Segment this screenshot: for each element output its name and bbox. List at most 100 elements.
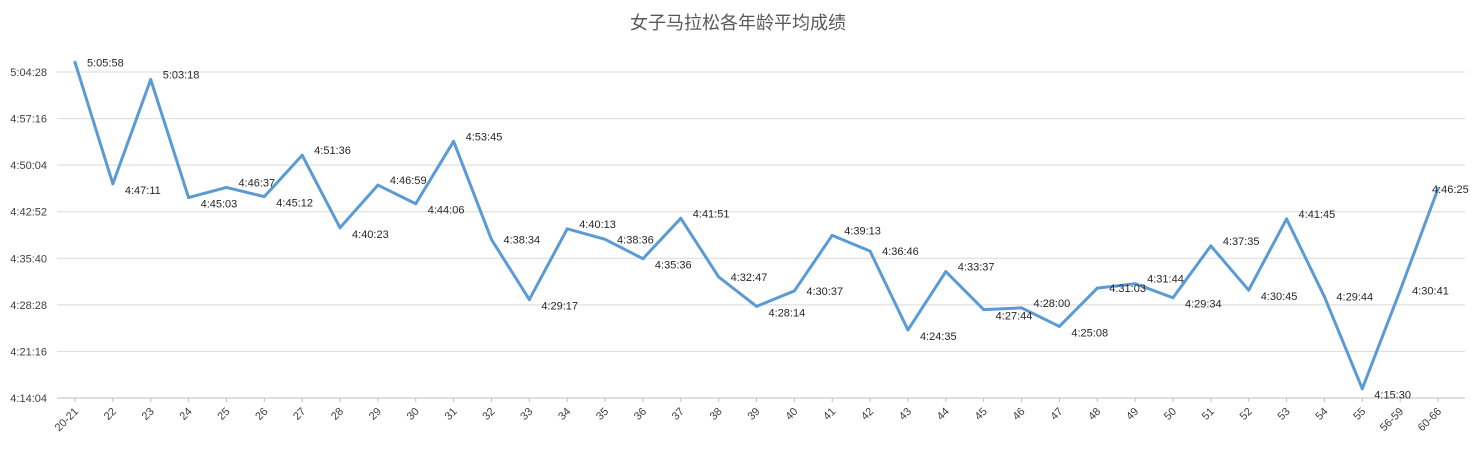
data-point (1133, 282, 1137, 286)
data-point (300, 153, 304, 157)
data-point (982, 308, 986, 312)
data-label: 4:40:13 (579, 219, 616, 231)
data-point (1322, 295, 1326, 299)
data-point (452, 139, 456, 143)
data-point (641, 257, 645, 261)
data-label: 4:40:23 (352, 229, 389, 241)
data-label: 4:31:03 (1109, 283, 1146, 295)
data-label: 4:53:45 (466, 131, 503, 143)
x-tick-label: 53 (1276, 406, 1293, 423)
data-label: 4:24:35 (920, 331, 957, 343)
x-axis-ticks: 20-21 22 23 24 25 26 27 28 29 30 31 32 33 34 35 36 37 38 3… (53, 398, 1444, 434)
data-label: 4:35:36 (655, 260, 692, 272)
x-tick-label: 34 (556, 406, 573, 423)
data-label: 4:46:25 (1432, 184, 1469, 196)
data-point (755, 304, 758, 308)
x-tick-label: 47 (1048, 406, 1065, 423)
data-label: 4:37:35 (1223, 236, 1260, 248)
data-label: 4:46:59 (390, 175, 427, 187)
data-label: 4:31:44 (1147, 274, 1184, 286)
y-axis-ticks: 4:14:04 4:21:16 4:28:28 4:35:40 4:42:52 4:50:… (10, 67, 47, 405)
x-tick-label: 45 (973, 406, 990, 423)
x-tick-label: 49 (1124, 406, 1141, 423)
x-tick-label: 23 (140, 406, 157, 423)
data-point (792, 289, 796, 293)
data-point (565, 227, 569, 231)
data-point (679, 216, 683, 220)
y-tick-label: 5:04:28 (10, 67, 47, 79)
y-tick-label: 4:57:16 (10, 114, 47, 126)
data-label: 4:41:45 (1299, 209, 1336, 221)
x-tick-label: 48 (1086, 406, 1103, 423)
data-point (489, 238, 493, 242)
x-tick-label: 35 (594, 406, 611, 423)
x-tick-label: 54 (1313, 406, 1330, 423)
y-tick-label: 4:28:28 (10, 300, 47, 312)
series-line-path (73, 60, 1440, 391)
y-tick-label: 4:14:04 (10, 393, 47, 405)
data-point (527, 298, 531, 302)
data-label: 4:29:44 (1336, 292, 1373, 304)
data-point (1171, 296, 1175, 300)
data-point (73, 60, 77, 64)
data-label: 4:45:03 (201, 199, 238, 211)
data-label: 5:03:18 (163, 70, 200, 82)
data-label: 4:30:45 (1261, 291, 1298, 303)
data-label: 4:30:41 (1412, 286, 1449, 298)
data-label: 4:32:47 (731, 272, 768, 284)
data-label: 4:28:14 (769, 307, 806, 319)
x-tick-label: 43 (897, 406, 914, 423)
data-label: 4:15:30 (1374, 390, 1411, 402)
data-point (187, 196, 191, 200)
data-point (1095, 286, 1099, 290)
data-points (73, 60, 1440, 391)
data-point (1247, 288, 1251, 292)
data-label: 4:29:17 (541, 301, 578, 313)
data-label: 4:25:08 (1071, 327, 1108, 339)
x-tick-label: 52 (1238, 406, 1255, 423)
data-label: 4:33:37 (958, 262, 995, 274)
data-point (1360, 387, 1364, 391)
data-label: 4:45:12 (276, 198, 313, 210)
data-label: 4:36:46 (882, 246, 919, 258)
data-label: 4:44:06 (428, 205, 465, 217)
x-tick-label: 26 (253, 406, 270, 423)
data-point (717, 275, 721, 279)
data-label: 4:30:37 (806, 286, 843, 298)
x-tick-label: 36 (632, 406, 649, 423)
data-label: 5:05:58 (87, 57, 124, 69)
x-tick-label: 30 (405, 406, 422, 423)
data-point (338, 226, 342, 230)
x-tick-label: 28 (329, 406, 346, 423)
y-tick-label: 4:42:52 (10, 207, 47, 219)
x-tick-label: 40 (783, 406, 800, 423)
data-point (1020, 306, 1024, 310)
x-tick-label: 46 (1011, 406, 1028, 423)
x-tick-label: 41 (821, 406, 838, 423)
x-tick-label: 38 (708, 406, 725, 423)
series-line (73, 60, 1440, 391)
x-tick-label: 27 (291, 406, 308, 423)
x-tick-label: 44 (935, 406, 952, 423)
y-tick-label: 4:50:04 (10, 160, 47, 172)
x-tick-label: 37 (670, 406, 687, 423)
data-point (830, 233, 834, 237)
data-label: 4:27:44 (996, 311, 1033, 323)
x-tick-label: 50 (1162, 406, 1179, 423)
data-point (868, 249, 872, 253)
data-label: 4:38:36 (617, 234, 654, 246)
x-tick-label: 42 (859, 406, 876, 423)
data-point (224, 185, 228, 189)
data-point (603, 237, 607, 241)
x-tick-label: 60-66 (1416, 406, 1444, 434)
y-tick-label: 4:35:40 (10, 253, 47, 265)
x-tick-label: 20-21 (53, 406, 81, 434)
data-point (149, 78, 153, 82)
data-label: 4:46:37 (238, 177, 275, 189)
x-tick-label: 56-59 (1378, 406, 1406, 434)
data-label: 4:39:13 (844, 225, 881, 237)
data-point (414, 202, 418, 206)
data-label: 4:51:36 (314, 145, 351, 157)
data-label: 4:29:34 (1185, 299, 1222, 311)
